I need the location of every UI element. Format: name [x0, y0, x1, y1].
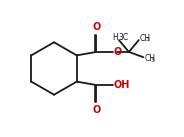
Text: 3: 3 [146, 37, 150, 42]
Text: CH: CH [140, 34, 151, 43]
Text: O: O [113, 47, 122, 57]
Text: O: O [92, 22, 100, 32]
Text: O: O [92, 105, 100, 115]
Text: CH: CH [144, 54, 155, 63]
Text: 3C: 3C [119, 33, 129, 42]
Text: OH: OH [113, 80, 130, 90]
Text: H: H [112, 33, 118, 42]
Text: 3: 3 [150, 58, 154, 63]
